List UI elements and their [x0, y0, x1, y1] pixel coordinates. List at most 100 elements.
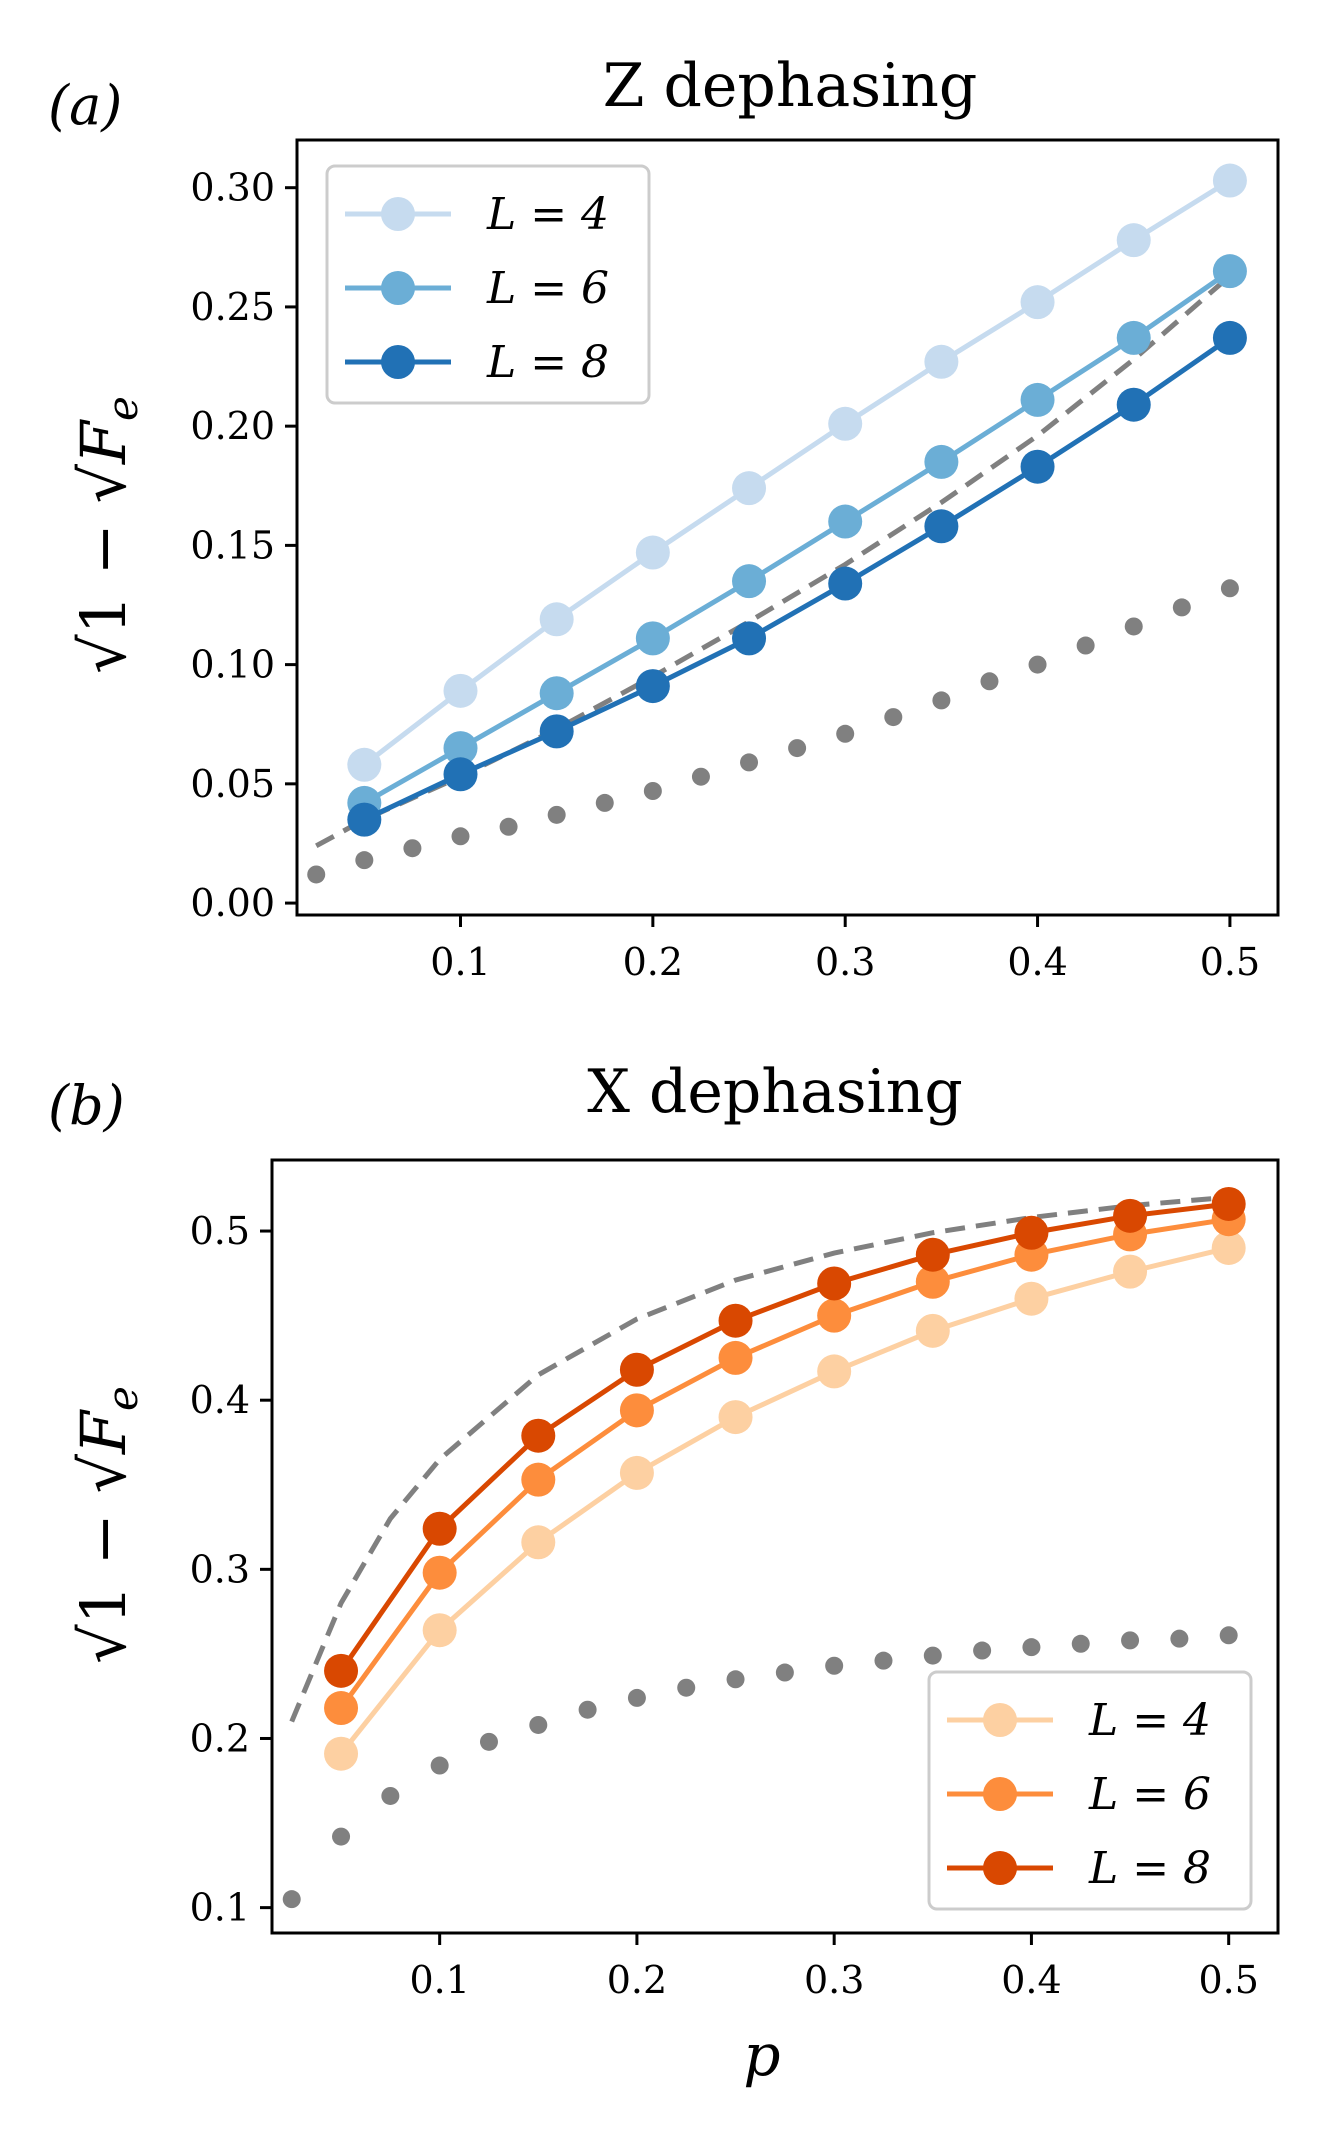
- series-point: [422, 1511, 457, 1546]
- series-point: [443, 731, 478, 766]
- x-tick-label: 0.1: [430, 940, 490, 984]
- reference-dotted-point: [499, 817, 518, 836]
- x-tick-label: 0.4: [1007, 940, 1067, 984]
- series-line: [363, 269, 1232, 806]
- series-point: [924, 509, 959, 544]
- series-point: [1014, 1215, 1049, 1250]
- reference-dotted-point: [332, 1827, 351, 1846]
- reference-dotted-point: [451, 827, 470, 846]
- series-point: [1212, 163, 1247, 198]
- panel-a-ylabel: √1 − √Fe: [67, 396, 147, 674]
- series-point: [828, 566, 863, 601]
- series-line: [362, 178, 1232, 767]
- reference-dotted-point: [403, 839, 422, 858]
- series-point: [324, 1653, 359, 1688]
- x-tick-label: 0.5: [1200, 940, 1260, 984]
- reference-dotted-point: [547, 805, 566, 824]
- y-tick-label: 0.15: [190, 523, 275, 567]
- series-point: [718, 1400, 753, 1435]
- svg-text:√1 − √Fe: √1 − √Fe: [67, 396, 147, 674]
- series-L-8: [347, 320, 1247, 837]
- legend-label: L = 8: [486, 337, 609, 388]
- axes-frame: [270, 1158, 1280, 1935]
- y-tick-label: 0.4: [190, 1378, 250, 1422]
- ylabel-one: 1 −: [67, 523, 140, 634]
- series-point: [828, 504, 863, 539]
- reference-dotted-point: [980, 672, 999, 691]
- series-L-8: [324, 1186, 1246, 1688]
- legend-marker: [983, 1851, 1017, 1885]
- x-tick-label: 0.3: [815, 940, 875, 984]
- reference-dotted-point: [884, 708, 903, 727]
- reference-dashed-line: [289, 1194, 1229, 1723]
- plot-area-b: 0.1 0.2 0.3 0.4 0.5 0.1 0.2 0.3 0.4 0.5 L = 4 L = 6…: [190, 1158, 1280, 2002]
- reference-dotted-point: [1172, 598, 1191, 617]
- series-point: [635, 669, 670, 704]
- y-tick-label: 0.25: [190, 285, 275, 329]
- legend-label: L = 4: [486, 189, 609, 240]
- reference-dotted-point: [1124, 617, 1143, 636]
- series-line: [339, 1216, 1230, 1710]
- series-point: [539, 676, 574, 711]
- legend: L = 4 L = 6 L = 8: [927, 1670, 1253, 1911]
- reference-dotted-point: [479, 1732, 498, 1751]
- legend-marker: [983, 1777, 1017, 1811]
- series-point: [732, 564, 767, 599]
- series-point: [1020, 382, 1055, 417]
- y-tick-label: 0.00: [190, 881, 275, 925]
- x-tick-label: 0.1: [409, 1958, 469, 2002]
- ylabel-radical-sign: √: [67, 634, 140, 674]
- reference-dotted-point: [627, 1688, 646, 1707]
- series-point: [1014, 1281, 1049, 1316]
- ylabel-fidelity: F: [67, 419, 140, 465]
- reference-dotted-point: [825, 1656, 844, 1675]
- series-point: [1113, 1254, 1148, 1289]
- reference-dotted-point: [1220, 579, 1239, 598]
- series-point: [1211, 1186, 1246, 1221]
- series-point: [635, 535, 670, 570]
- reference-dotted-point: [578, 1700, 597, 1719]
- reference-dotted-point: [643, 782, 662, 800]
- legend-marker: [381, 197, 415, 231]
- legend: L = 4 L = 6 L = 8: [325, 164, 651, 405]
- series-point: [1211, 1230, 1246, 1265]
- series-point: [619, 1393, 654, 1428]
- series-point: [1020, 285, 1055, 320]
- ylabel-inner-radical-sign: √: [67, 464, 140, 524]
- series-point: [347, 802, 382, 837]
- reference-dotted-point: [430, 1756, 449, 1775]
- legend-label: L = 8: [1088, 1843, 1211, 1894]
- series-point: [539, 714, 574, 749]
- reference-dotted-point: [355, 851, 374, 870]
- y-tick-label: 0.10: [190, 643, 275, 687]
- reference-dotted-point: [1028, 655, 1047, 674]
- series-point: [422, 1613, 457, 1648]
- legend-marker: [381, 271, 415, 305]
- series-L-6: [347, 254, 1247, 820]
- reference-dotted-point: [1121, 1631, 1140, 1650]
- legend-label: L = 4: [1088, 1695, 1211, 1746]
- panel-b-label: (b): [48, 1074, 125, 1137]
- ylabel-subscript: e: [98, 396, 147, 421]
- panel-a-title: Z dephasing: [603, 51, 978, 121]
- x-tick-label: 0.4: [1001, 1958, 1061, 2002]
- x-tick-label: 0.3: [804, 1958, 864, 2002]
- series-point: [521, 1462, 556, 1497]
- series-point: [443, 757, 478, 792]
- y-tick-label: 0.5: [190, 1209, 250, 1253]
- reference-dotted-point: [1219, 1626, 1238, 1645]
- ylabel-radical-sign: √: [67, 1624, 140, 1664]
- series-point: [539, 602, 574, 637]
- series-point: [718, 1303, 753, 1338]
- series-point: [443, 673, 478, 708]
- series-point: [915, 1313, 950, 1348]
- panel-b-xlabel: p: [743, 2021, 780, 2089]
- series-point: [915, 1264, 950, 1299]
- series-point: [635, 621, 670, 656]
- reference-dotted-point: [307, 865, 326, 884]
- reference-dotted-point: [595, 793, 614, 812]
- reference-dotted-point: [836, 724, 855, 743]
- reference-dotted-point: [1076, 636, 1095, 655]
- y-tick-label: 0.3: [190, 1547, 250, 1591]
